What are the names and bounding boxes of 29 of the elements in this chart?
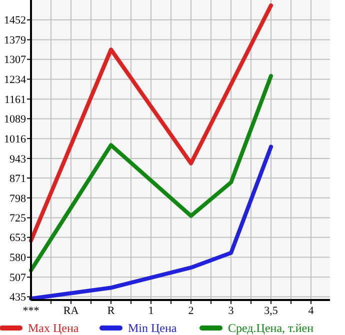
x-tick-label: 2 [188, 305, 194, 317]
y-tick-label: 725 [10, 212, 26, 225]
x-tick-label: 3,5 [264, 305, 278, 317]
x-tick-label: R [107, 305, 116, 317]
y-tick-label: 871 [10, 172, 26, 185]
legend-label: Max Цена [28, 321, 80, 335]
y-tick-label: 653 [10, 232, 26, 244]
line-series [29, 74, 273, 272]
y-tick-label: 798 [10, 192, 26, 205]
y-tick-label: 1089 [4, 114, 26, 126]
y-tick-label: 1234 [4, 74, 26, 86]
y-tick-label: 1452 [4, 14, 26, 27]
x-tick-label: RA [63, 305, 79, 317]
y-tick-label: 507 [10, 272, 26, 284]
y-tick-label: 943 [10, 153, 26, 166]
line-series [29, 3, 273, 243]
line-series [29, 144, 273, 301]
y-tick-label: 1161 [4, 94, 26, 106]
y-tick-label: 1016 [4, 133, 26, 146]
y-tick-label: 435 [10, 292, 26, 304]
legend-label: Сред.Цена, т.йен [228, 321, 314, 335]
y-tick-label: 1379 [4, 34, 26, 47]
y-tick-label: 580 [10, 252, 26, 264]
x-tick-label: 4 [308, 305, 314, 317]
y-tick-label: 1307 [4, 54, 26, 66]
x-tick-label: 3 [228, 305, 234, 317]
legend-label: Min Цена [128, 321, 178, 335]
x-tick-label: *** [22, 305, 40, 317]
x-tick-label: 1 [148, 305, 154, 317]
